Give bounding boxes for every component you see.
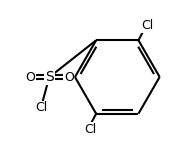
Text: S: S xyxy=(45,70,54,84)
Text: O: O xyxy=(64,71,74,83)
Text: Cl: Cl xyxy=(35,101,47,114)
Text: Cl: Cl xyxy=(142,19,154,32)
Text: O: O xyxy=(25,71,35,83)
Text: Cl: Cl xyxy=(84,123,96,136)
